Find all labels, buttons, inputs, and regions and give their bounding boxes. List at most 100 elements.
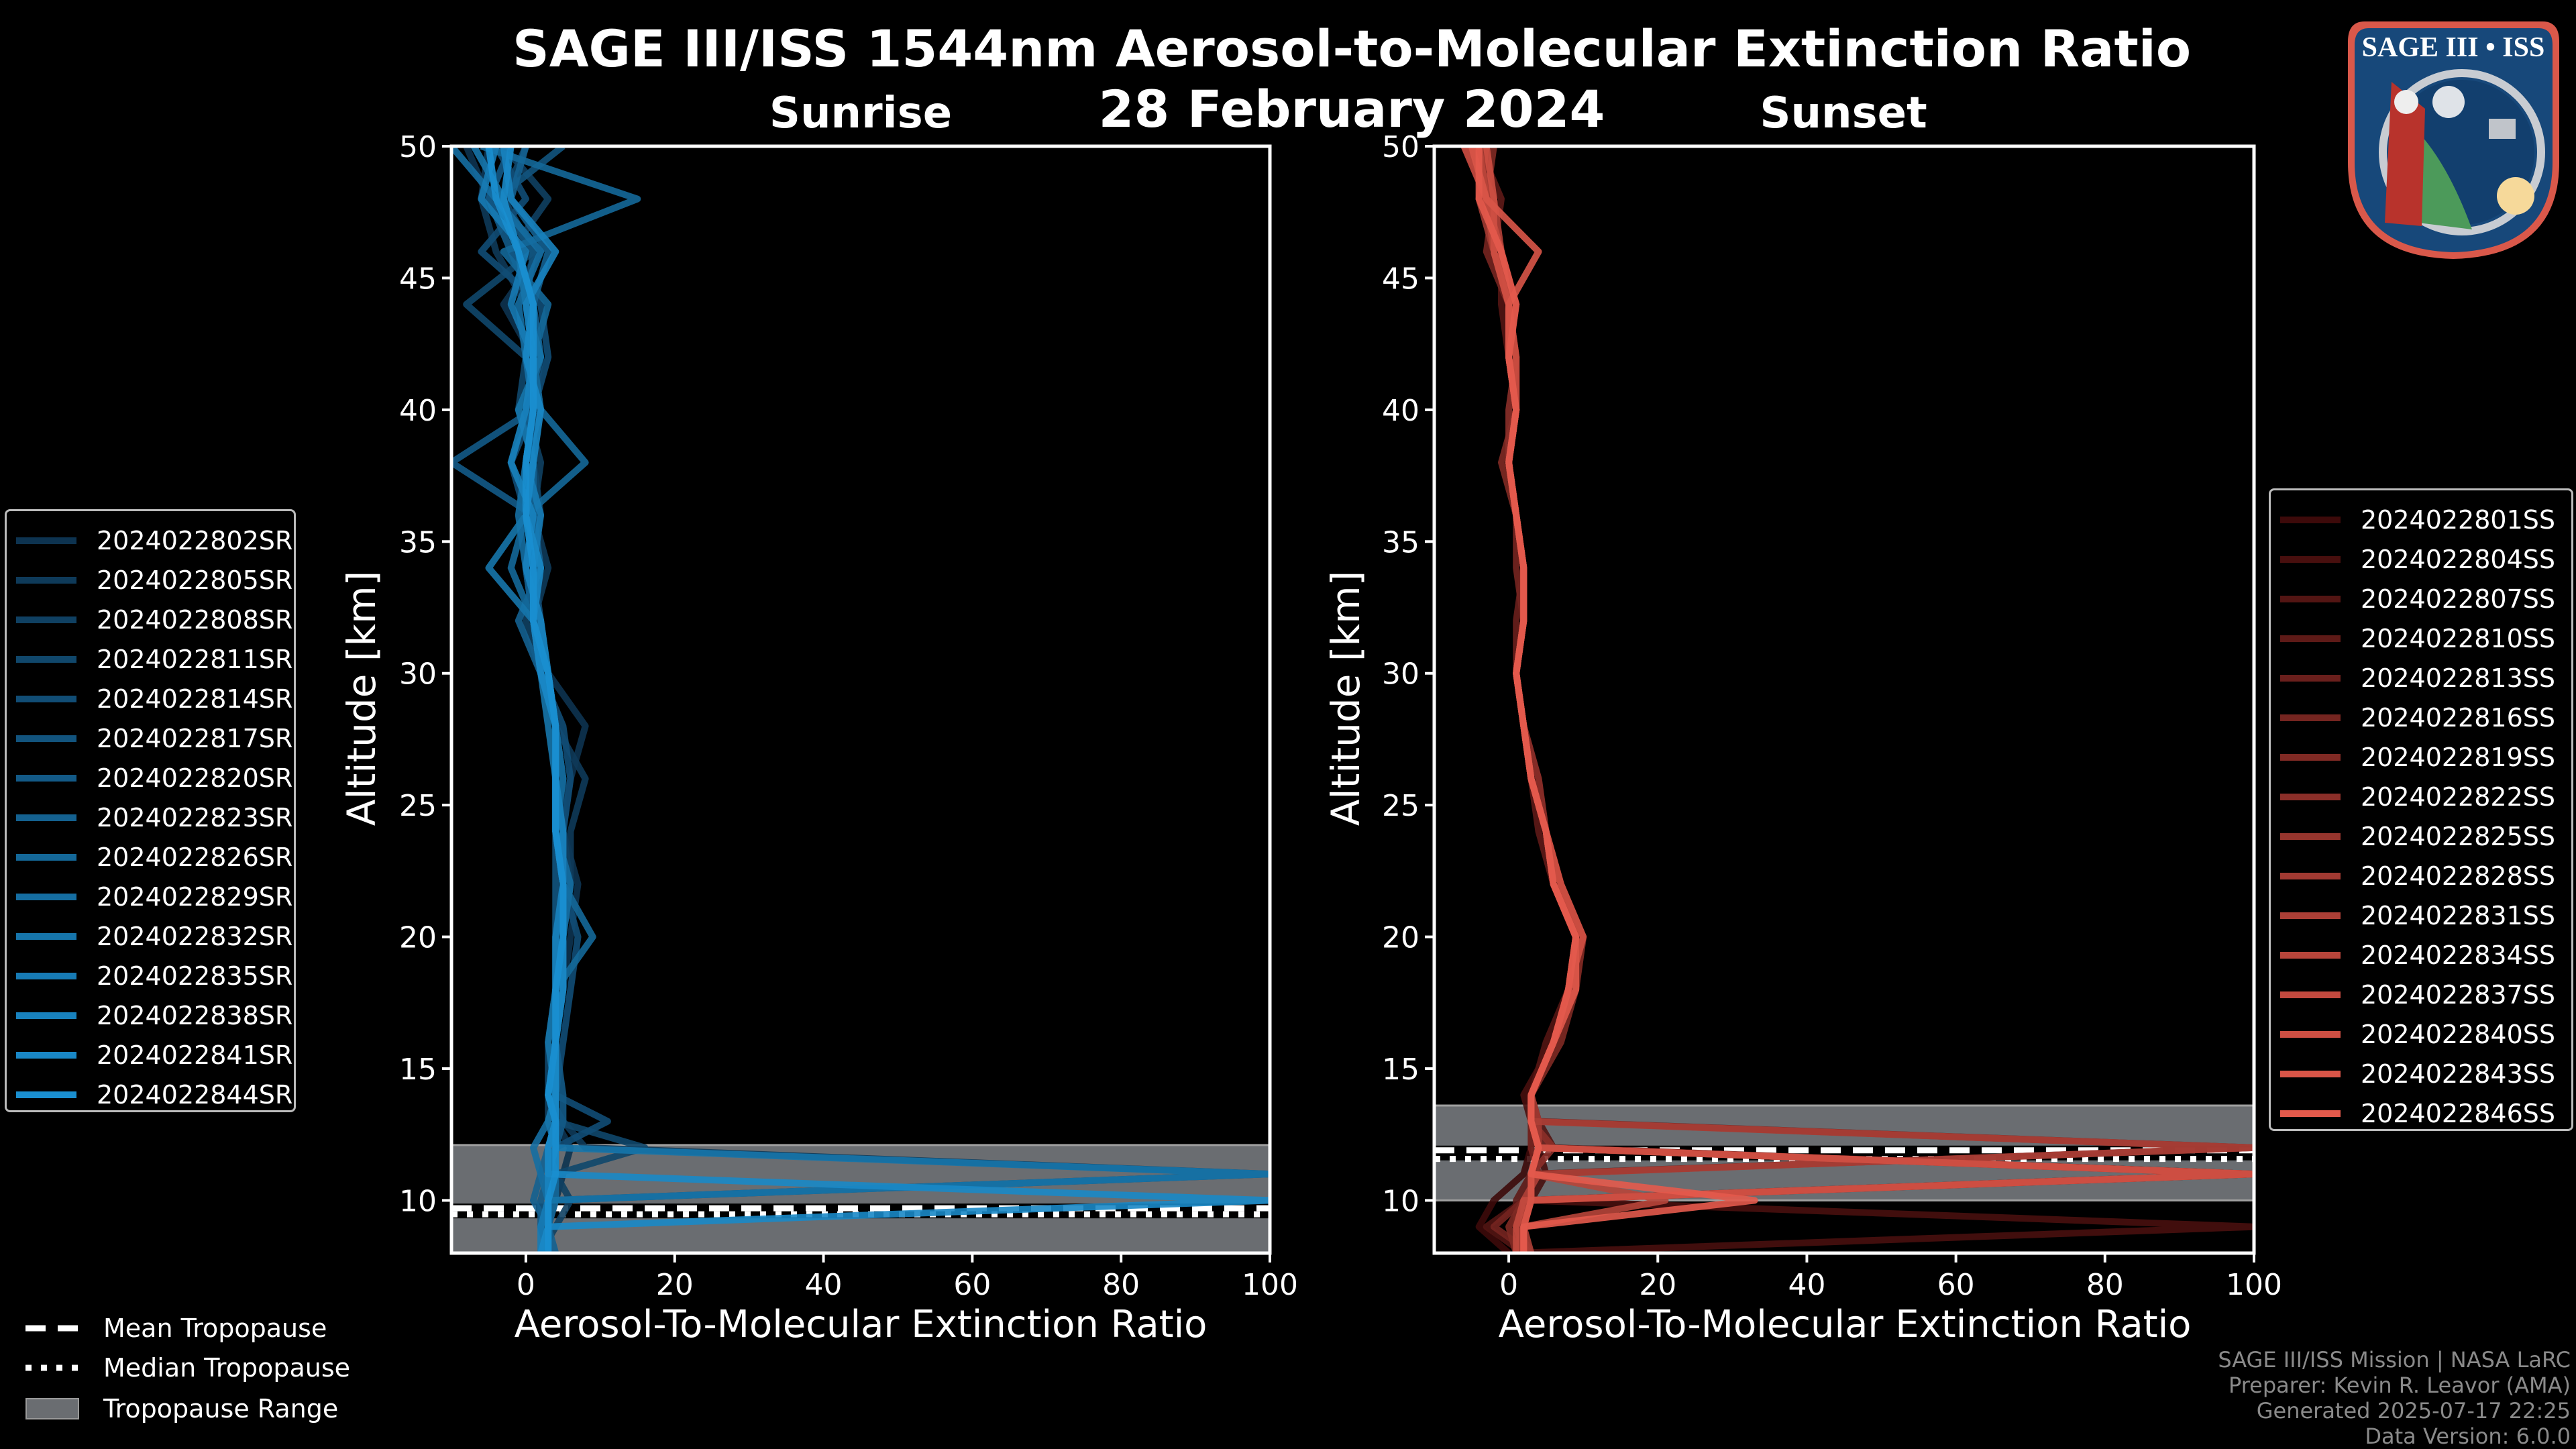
legend-swatch	[16, 655, 76, 663]
y-tick-label: 30	[1382, 657, 1419, 692]
legend-item: 2024022823SR	[7, 798, 292, 837]
sage-iii-iss-mission-logo: SAGE III • ISS	[2348, 21, 2559, 259]
y-tick-label: 15	[399, 1053, 437, 1087]
legend-label: 2024022810SS	[2361, 623, 2556, 653]
legend-label: 2024022843SS	[2361, 1059, 2556, 1089]
series-line-2024022841SR	[500, 146, 1270, 1253]
gray-box-icon	[25, 1398, 79, 1419]
legend-item: 2024022837SS	[2271, 975, 2555, 1014]
sunrise-legend: 2024022802SR 2024022805SR 2024022808SR 2024…	[5, 509, 296, 1112]
series-line-2024022837SS	[1460, 146, 2254, 1253]
legend-label: 2024022840SS	[2361, 1019, 2556, 1049]
legend-item: 2024022846SS	[2271, 1093, 2555, 1133]
legend-item: 2024022826SR	[7, 837, 292, 877]
legend-swatch	[16, 1091, 76, 1098]
legend-item: 2024022831SS	[2271, 896, 2555, 935]
legend-item: 2024022840SS	[2271, 1014, 2555, 1054]
legend-item: 2024022801SS	[2271, 500, 2555, 539]
footer-generated: Generated 2025-07-17 22:25	[2256, 1398, 2571, 1424]
legend-swatch	[16, 814, 76, 821]
legend-item: 2024022829SR	[7, 877, 292, 916]
legend-mean-label: Mean Tropopause	[103, 1313, 327, 1343]
legend-label: 2024022814SR	[97, 684, 293, 714]
legend-label: 2024022838SR	[97, 1000, 293, 1030]
legend-swatch	[2280, 833, 2341, 840]
y-tick-label: 35	[399, 525, 437, 559]
legend-item: 2024022805SR	[7, 560, 292, 600]
legend-label: 2024022804SS	[2361, 544, 2556, 574]
legend-label: 2024022837SS	[2361, 979, 2556, 1010]
chart-date: 28 February 2024	[1098, 79, 1605, 139]
legend-swatch	[2280, 1070, 2341, 1077]
legend-swatch	[16, 616, 76, 623]
x-tick-label: 40	[1788, 1268, 1825, 1302]
legend-item: 2024022825SS	[2271, 816, 2555, 856]
legend-swatch	[2280, 635, 2341, 642]
series-line-2024022840SS	[1483, 146, 2254, 1253]
legend-label: 2024022844SR	[97, 1079, 293, 1110]
legend-label: 2024022829SR	[97, 881, 293, 912]
footer-version: Data Version: 6.0.0	[2365, 1424, 2571, 1449]
legend-label: 2024022826SR	[97, 842, 293, 872]
series-line-2024022844SR	[485, 146, 567, 1253]
legend-label: 2024022834SS	[2361, 940, 2556, 970]
y-tick-label: 10	[399, 1184, 437, 1218]
legend-item: 2024022804SS	[2271, 539, 2555, 579]
y-tick-label: 10	[1382, 1184, 1419, 1218]
sunrise-plot-area	[451, 146, 1270, 1253]
sunset-plot-area	[1434, 146, 2254, 1253]
sunset-legend: 2024022801SS 2024022804SS 2024022807SS 2024…	[2269, 488, 2573, 1131]
x-tick-label: 100	[1242, 1268, 1298, 1302]
dotted-line-icon	[25, 1364, 79, 1371]
legend-label: 2024022820SR	[97, 763, 293, 793]
x-tick-label: 20	[1639, 1268, 1676, 1302]
legend-swatch	[2280, 674, 2341, 682]
series-line-2024022822SS	[1468, 146, 1580, 1253]
x-tick-label: 80	[2086, 1268, 2124, 1302]
legend-item: 2024022814SR	[7, 679, 292, 718]
y-tick-label: 30	[399, 657, 437, 692]
sunrise-panel-title: Sunrise	[769, 89, 953, 138]
footer-mission: SAGE III/ISS Mission | NASA LaRC	[2218, 1347, 2571, 1373]
legend-swatch	[16, 537, 76, 544]
legend-swatch	[16, 1051, 76, 1059]
legend-item: 2024022844SR	[7, 1075, 292, 1114]
legend-label: 2024022823SR	[97, 802, 293, 833]
legend-label: 2024022807SS	[2361, 584, 2556, 614]
legend-swatch	[2280, 793, 2341, 800]
legend-swatch	[16, 576, 76, 584]
legend-swatch	[2280, 595, 2341, 602]
legend-swatch	[2280, 1110, 2341, 1117]
legend-label: 2024022832SR	[97, 921, 293, 951]
legend-item: 2024022820SR	[7, 758, 292, 798]
legend-swatch	[2280, 753, 2341, 761]
series-line-2024022846SS	[1475, 146, 1758, 1253]
legend-item: 2024022816SS	[2271, 698, 2555, 737]
legend-label: 2024022817SR	[97, 723, 293, 753]
legend-item: 2024022810SS	[2271, 619, 2555, 658]
series-line-2024022832SR	[470, 146, 1270, 1253]
y-tick-label: 50	[399, 130, 437, 164]
legend-item: 2024022811SR	[7, 639, 292, 679]
legend-label: 2024022825SS	[2361, 821, 2556, 851]
legend-item: 2024022841SR	[7, 1035, 292, 1075]
legend-item: 2024022835SR	[7, 956, 292, 996]
legend-swatch	[16, 735, 76, 742]
legend-label: 2024022813SS	[2361, 663, 2556, 693]
y-tick-label: 45	[399, 262, 437, 296]
legend-item: 2024022813SS	[2271, 658, 2555, 698]
sunrise-axes-frame	[449, 144, 1272, 1255]
sunrise-x-axis-label: Aerosol-To-Molecular Extinction Ratio	[514, 1303, 1208, 1346]
y-tick-label: 25	[399, 789, 437, 823]
y-tick-label: 35	[1382, 525, 1419, 559]
legend-label: 2024022831SS	[2361, 900, 2556, 930]
series-line-2024022810SS	[1476, 146, 2254, 1253]
series-line-2024022843SS	[1468, 146, 1580, 1253]
x-tick-label: 60	[1937, 1268, 1975, 1302]
legend-label: 2024022816SS	[2361, 702, 2556, 733]
legend-item: 2024022828SS	[2271, 856, 2555, 896]
series-line-2024022807SS	[1460, 146, 2254, 1253]
y-tick-label: 40	[399, 394, 437, 428]
legend-swatch	[2280, 912, 2341, 919]
